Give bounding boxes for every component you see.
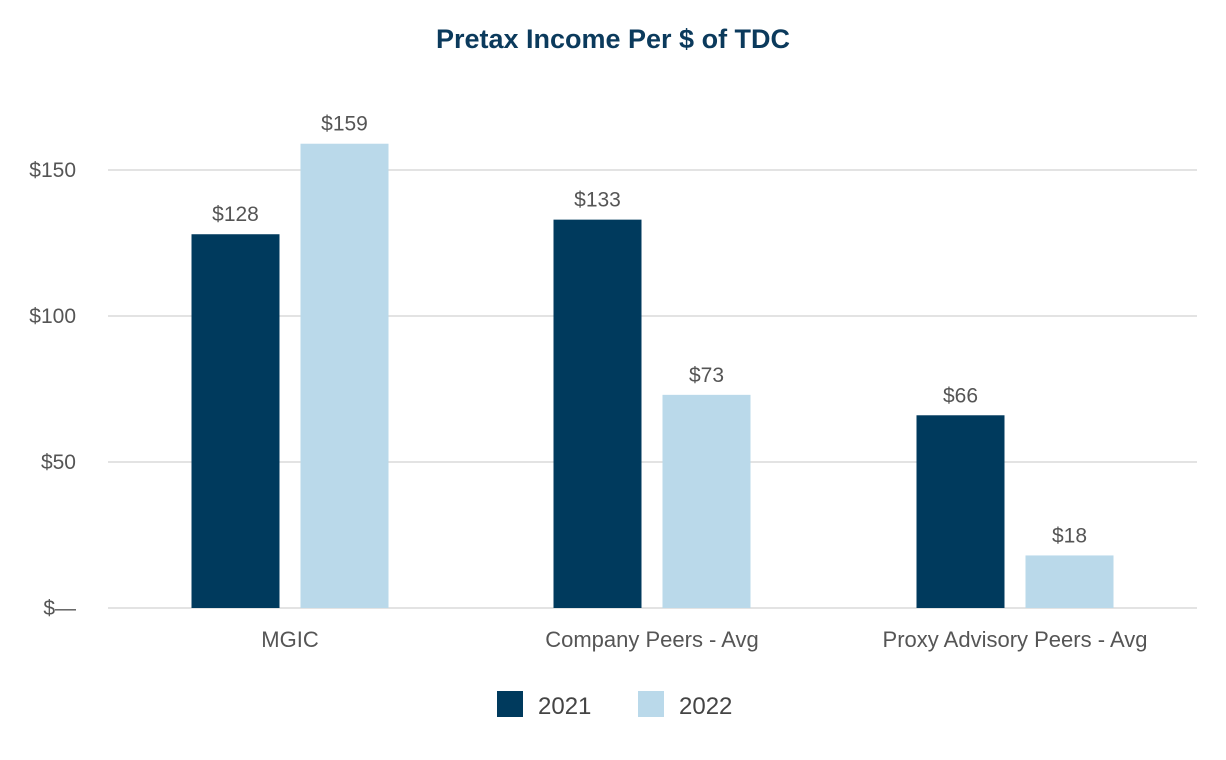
y-axis-ticks: $— $50 $100 $150 (29, 159, 76, 620)
data-label: $18 (1052, 524, 1087, 547)
y-tick-label: $— (43, 597, 76, 620)
bar-2021-0 (191, 234, 280, 609)
x-axis-categories: MGIC Company Peers - Avg Proxy Advisory Pe… (261, 627, 1147, 652)
category-label: Company Peers - Avg (545, 627, 759, 652)
bar-2022-1 (662, 394, 751, 608)
legend-label: 2022 (679, 693, 732, 720)
legend-swatch-2021 (497, 691, 523, 717)
data-label: $133 (574, 189, 621, 212)
y-tick-label: $100 (29, 305, 76, 328)
bars (191, 143, 1114, 609)
bar-2022-2 (1025, 555, 1114, 608)
data-labels: $128 $159 $133 $73 $66 $18 (212, 113, 1087, 548)
bar-2021-2 (916, 415, 1005, 608)
bar-2021-1 (553, 219, 642, 608)
data-label: $128 (212, 203, 259, 226)
category-label: Proxy Advisory Peers - Avg (883, 627, 1148, 652)
gridlines (108, 169, 1197, 609)
y-tick-label: $50 (41, 451, 76, 474)
chart-title: Pretax Income Per $ of TDC (435, 24, 791, 54)
legend-swatch-2022 (638, 691, 664, 717)
data-label: $66 (943, 384, 978, 407)
category-label: MGIC (261, 627, 319, 652)
bar-2022-0 (300, 143, 389, 608)
legend-label: 2021 (538, 693, 591, 720)
data-label: $159 (321, 113, 368, 136)
data-label: $73 (689, 364, 724, 387)
legend: 2021 2022 (497, 691, 732, 720)
y-tick-label: $150 (29, 159, 76, 182)
